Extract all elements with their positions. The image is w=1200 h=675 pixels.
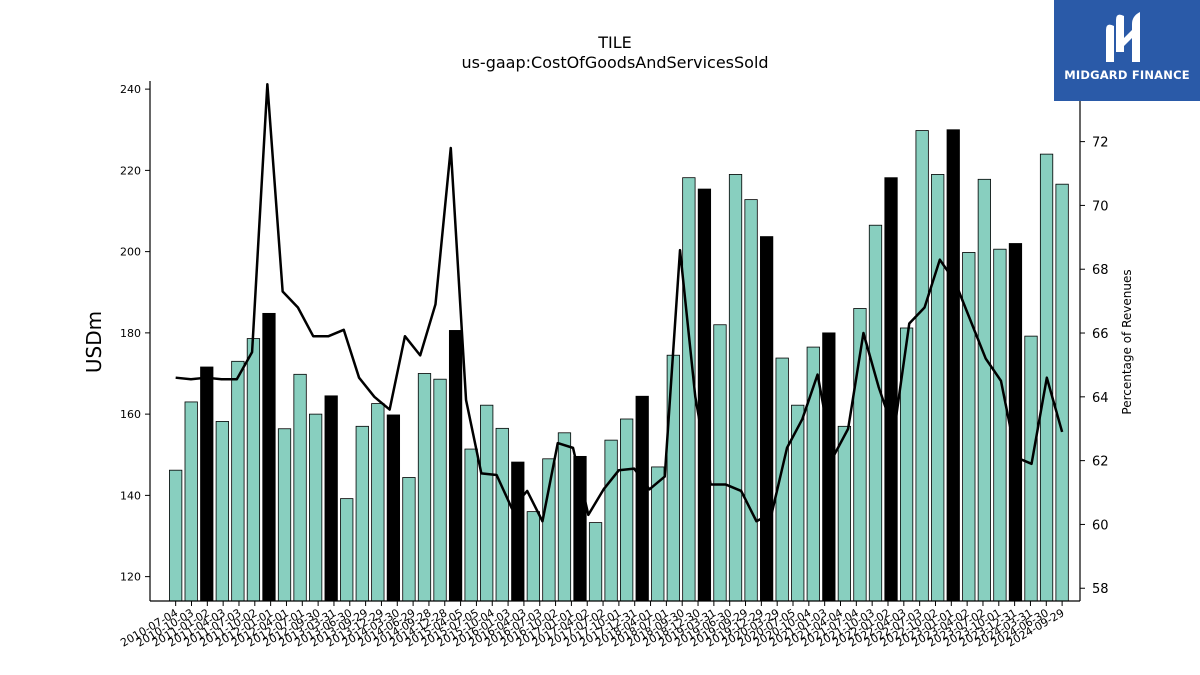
y2-axis-label: Percentage of Revenues (1120, 269, 1134, 414)
y-tick-label: 200 (120, 246, 141, 259)
bar (915, 130, 929, 602)
bar (931, 174, 945, 602)
bar (480, 404, 494, 602)
axes: 1201401601802002202405860626466687072201… (118, 81, 1109, 650)
bar (402, 477, 416, 602)
bar (464, 448, 478, 602)
y2-tick-label: 64 (1092, 391, 1109, 406)
bar (884, 177, 898, 602)
bar (386, 414, 401, 602)
bar (511, 461, 525, 602)
bar (946, 129, 960, 602)
bar (713, 324, 727, 602)
chart-title: TILE (597, 33, 632, 52)
logo-text: MIDGARD FINANCE (1064, 68, 1190, 82)
bar (215, 421, 229, 602)
bar (588, 522, 603, 602)
bar (760, 236, 774, 602)
bar (495, 427, 509, 602)
y2-tick-label: 72 (1092, 136, 1109, 151)
bar (340, 498, 354, 602)
y-axis-label: USDm (82, 311, 106, 373)
bar (169, 469, 183, 602)
y2-tick-label: 62 (1092, 455, 1109, 470)
line-series-path (175, 82, 1064, 523)
bar (1024, 335, 1038, 602)
y-tick-label: 220 (120, 164, 141, 177)
chart-subtitle: us-gaap:CostOfGoodsAndServicesSold (461, 53, 768, 72)
y2-tick-label: 70 (1092, 199, 1109, 214)
bar (371, 403, 385, 602)
bar (231, 360, 245, 602)
bar (822, 332, 836, 602)
bar (775, 357, 789, 602)
bar-series (169, 129, 1069, 602)
line-series (175, 82, 1064, 523)
y2-tick-label: 66 (1092, 327, 1109, 342)
bar (309, 413, 323, 602)
midgard-m-icon (1106, 12, 1140, 63)
bar (837, 425, 852, 602)
bar (433, 378, 447, 602)
bar (604, 439, 618, 602)
bar (246, 338, 261, 602)
bar (697, 188, 712, 602)
y2-tick-label: 60 (1092, 518, 1109, 533)
bar (262, 312, 276, 602)
bar (324, 395, 338, 602)
bar (666, 354, 680, 602)
bar (993, 248, 1007, 602)
bar (557, 432, 572, 602)
bar (293, 373, 307, 602)
bar (184, 401, 198, 602)
bar (417, 373, 432, 602)
bar (526, 511, 540, 602)
y-tick-label: 160 (120, 408, 141, 421)
bar (1055, 183, 1069, 602)
bar (355, 425, 369, 602)
bar (542, 458, 556, 602)
midgard-finance-logo: MIDGARD FINANCE (1054, 0, 1200, 101)
bar (868, 224, 883, 602)
bar (200, 366, 214, 602)
y-tick-label: 240 (120, 83, 141, 96)
y-tick-label: 120 (120, 571, 141, 584)
bar (1008, 243, 1023, 602)
y-tick-label: 180 (120, 327, 141, 340)
bar (682, 177, 696, 602)
bar (977, 178, 991, 602)
bar (728, 174, 743, 602)
bar (448, 330, 463, 602)
bar (635, 395, 649, 602)
y2-tick-label: 58 (1092, 582, 1109, 597)
bar (620, 418, 634, 602)
bar (277, 428, 292, 602)
y-tick-label: 140 (120, 489, 141, 502)
bar (744, 199, 758, 602)
y2-tick-label: 68 (1092, 263, 1109, 278)
